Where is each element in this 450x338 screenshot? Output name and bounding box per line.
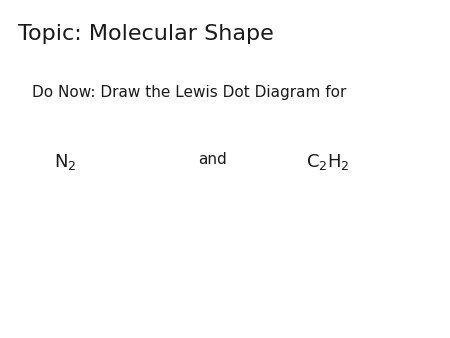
Text: and: and <box>198 152 227 167</box>
Text: $\mathregular{C_2H_2}$: $\mathregular{C_2H_2}$ <box>306 152 350 172</box>
Text: Do Now: Draw the Lewis Dot Diagram for: Do Now: Draw the Lewis Dot Diagram for <box>32 84 346 99</box>
Text: $\mathregular{N_2}$: $\mathregular{N_2}$ <box>54 152 76 172</box>
Text: Topic: Molecular Shape: Topic: Molecular Shape <box>18 24 274 44</box>
